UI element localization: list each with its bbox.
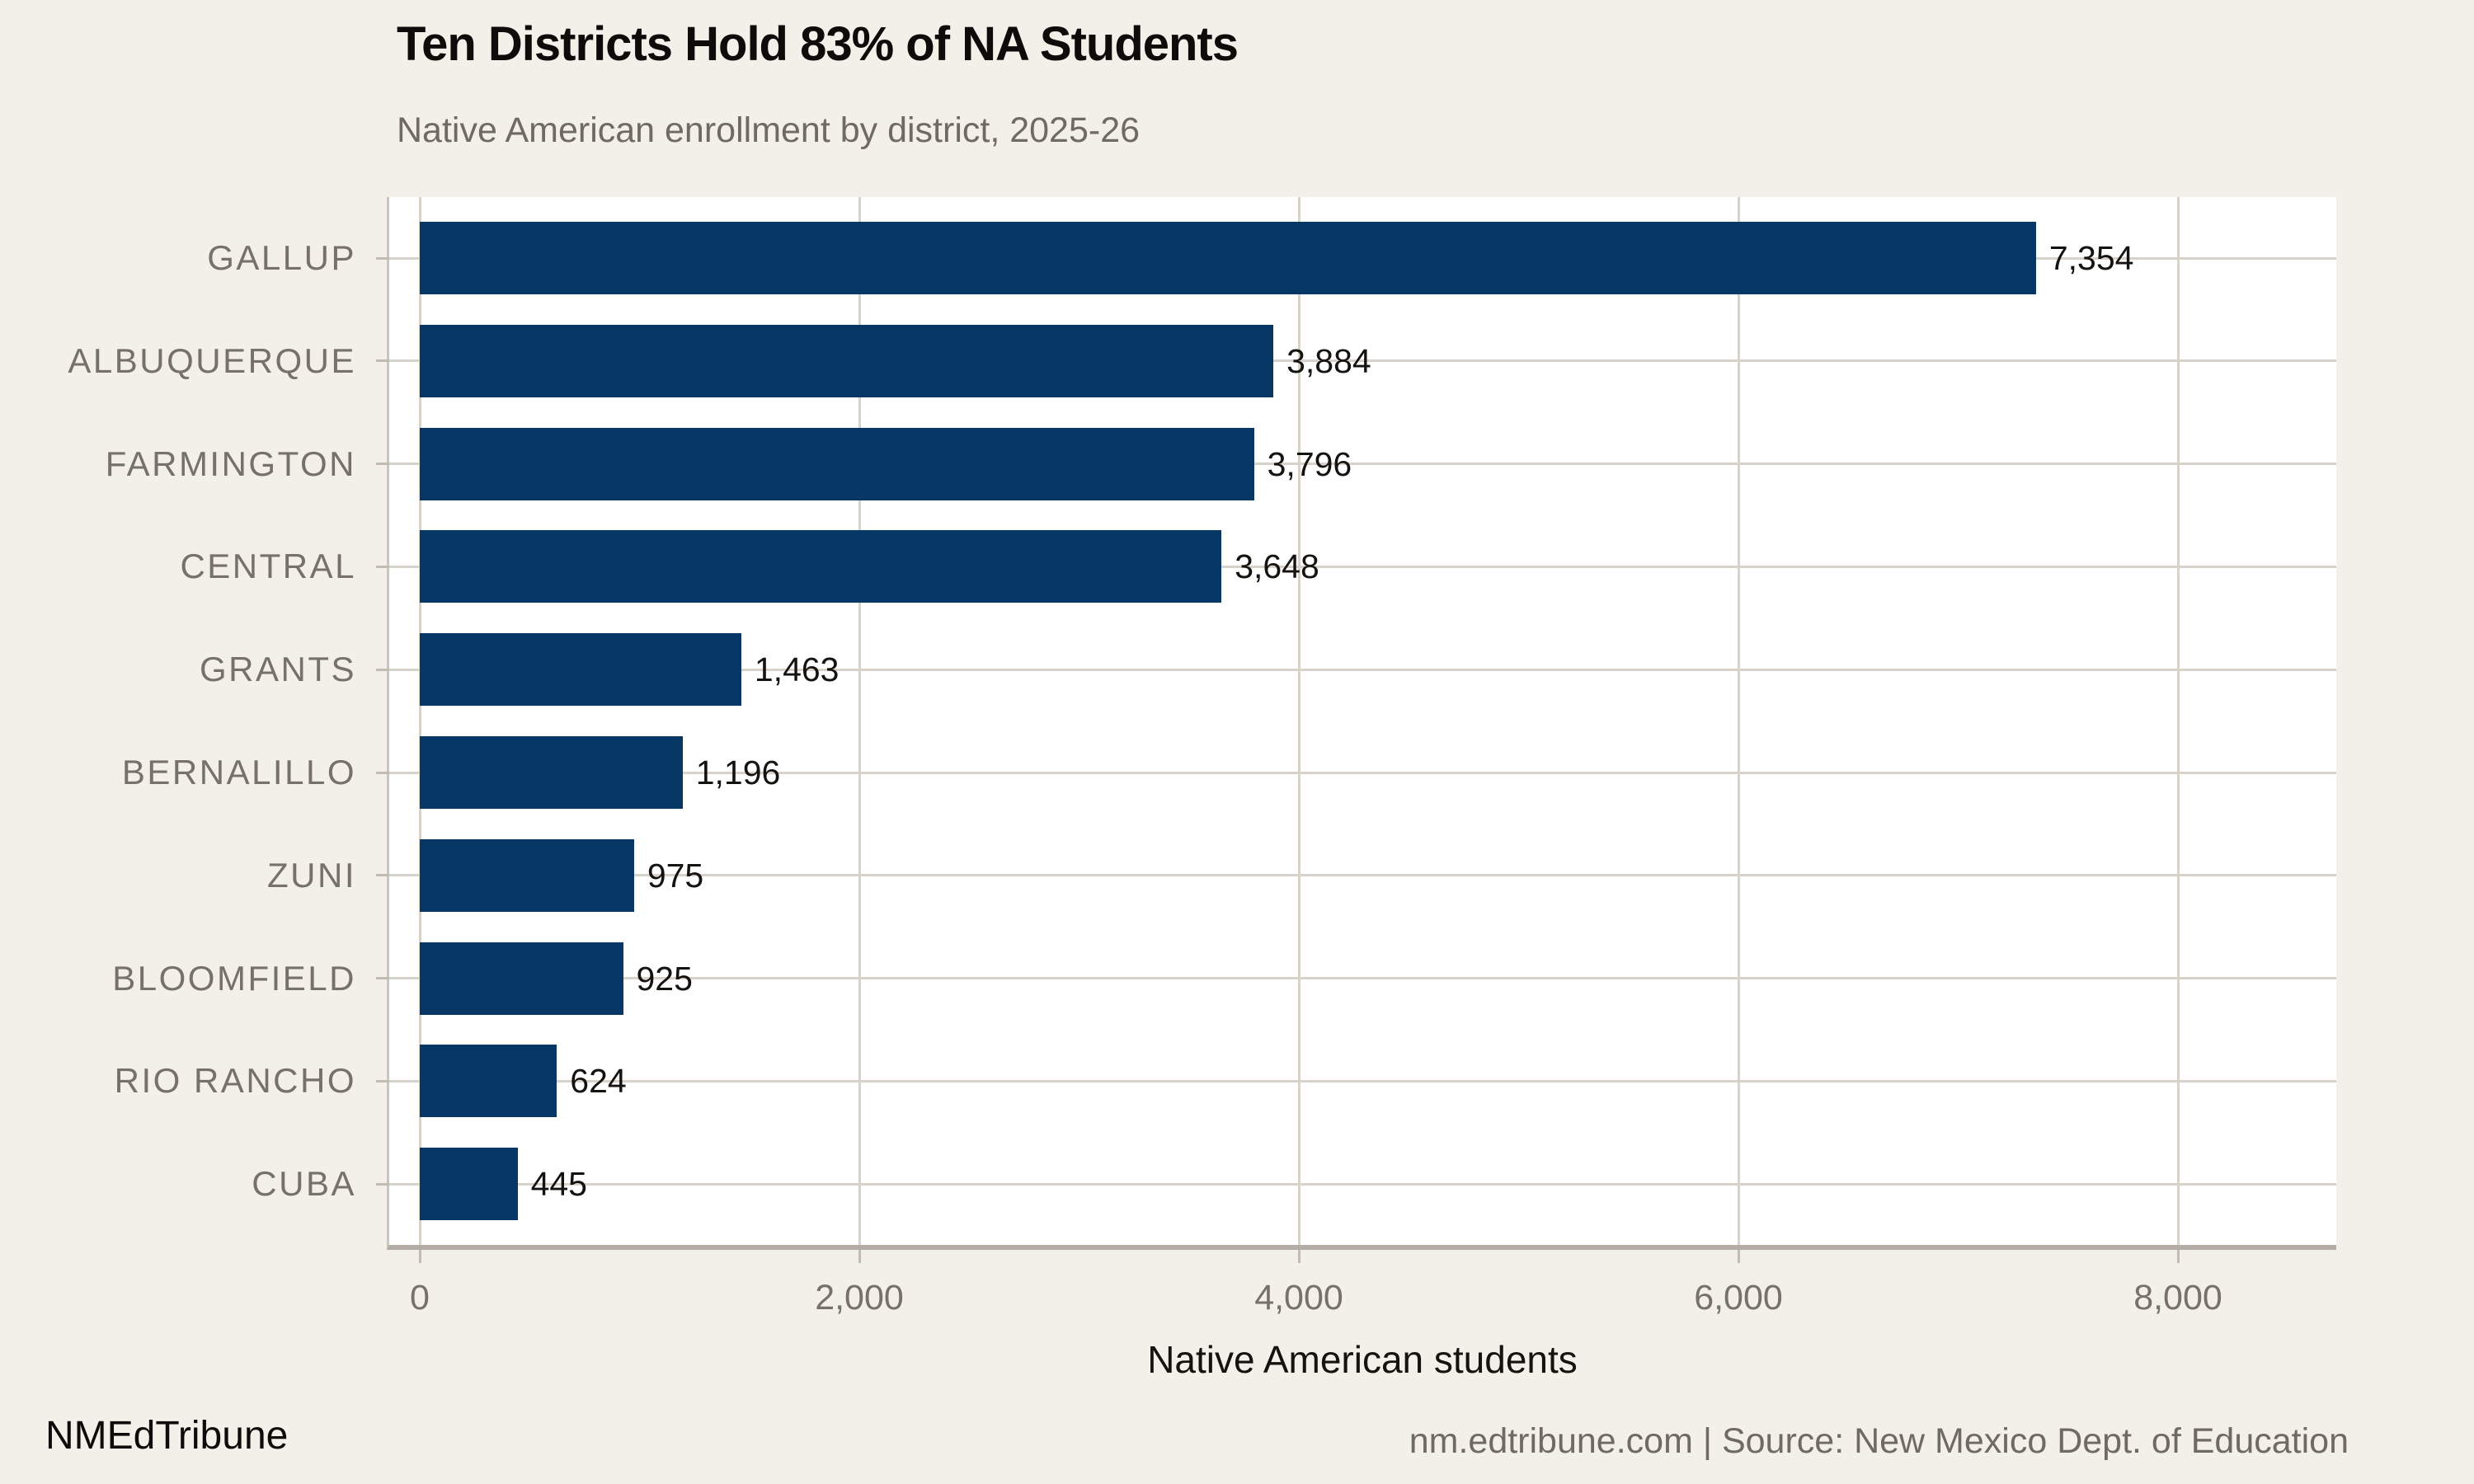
h-gridline xyxy=(389,359,2336,363)
h-gridline xyxy=(389,1079,2336,1082)
plot-area xyxy=(387,197,2336,1250)
y-axis-label: CUBA xyxy=(252,1164,356,1204)
x-tick-label: 6,000 xyxy=(1694,1278,1783,1317)
footer-brand: NMEdTribune xyxy=(45,1414,289,1458)
bar-value-label: 3,796 xyxy=(1267,444,1352,483)
y-axis-label: RIO RANCHO xyxy=(114,1061,356,1101)
v-gridline xyxy=(418,197,421,1245)
bar xyxy=(420,1045,557,1118)
x-tick-label: 2,000 xyxy=(815,1278,904,1317)
y-axis-label: GRANTS xyxy=(199,650,356,689)
bar-value-label: 624 xyxy=(570,1062,627,1101)
h-gridline xyxy=(389,874,2336,877)
bar xyxy=(420,324,1274,397)
bar-value-label: 1,463 xyxy=(754,650,840,689)
bar-value-label: 3,648 xyxy=(1235,547,1319,586)
bar-value-label: 3,884 xyxy=(1286,341,1371,380)
x-tick-label: 4,000 xyxy=(1254,1278,1343,1317)
v-gridline xyxy=(858,197,861,1245)
bar xyxy=(420,222,2036,294)
x-tick xyxy=(2176,1250,2180,1263)
footer-source: nm.edtribune.com | Source: New Mexico De… xyxy=(1409,1421,2349,1461)
y-axis-label: FARMINGTON xyxy=(105,444,356,483)
h-gridline xyxy=(389,1182,2336,1186)
bar-value-label: 1,196 xyxy=(695,754,781,791)
v-gridline xyxy=(1737,197,1740,1245)
h-gridline xyxy=(389,668,2336,671)
y-tick xyxy=(376,668,389,671)
bar-value-label: 975 xyxy=(647,856,704,895)
chart-title: Ten Districts Hold 83% of NA Students xyxy=(397,17,1239,71)
x-axis-title: Native American students xyxy=(1147,1338,1578,1381)
y-tick xyxy=(376,1182,389,1186)
h-gridline xyxy=(389,565,2336,568)
x-tick-label: 8,000 xyxy=(2133,1278,2222,1317)
bar xyxy=(420,736,683,809)
v-gridline xyxy=(1297,197,1300,1245)
y-tick xyxy=(376,977,389,980)
v-gridline xyxy=(2176,197,2180,1245)
y-tick xyxy=(376,256,389,260)
bar xyxy=(420,838,634,912)
y-tick xyxy=(376,359,389,363)
y-axis-label: BLOOMFIELD xyxy=(112,958,356,998)
y-tick xyxy=(376,463,389,466)
bar-value-label: 7,354 xyxy=(2048,239,2134,277)
y-axis-label: ZUNI xyxy=(267,855,356,895)
h-gridline xyxy=(389,977,2336,980)
x-tick xyxy=(418,1250,421,1263)
bar xyxy=(420,942,623,1015)
y-tick xyxy=(376,771,389,774)
y-axis-label: CENTRAL xyxy=(180,547,356,586)
bar xyxy=(420,427,1254,500)
bar-value-label: 445 xyxy=(530,1165,587,1204)
x-tick xyxy=(858,1250,861,1263)
y-axis-label: ALBUQUERQUE xyxy=(68,340,356,380)
bar-value-label: 925 xyxy=(636,959,693,998)
y-tick xyxy=(376,565,389,568)
bar xyxy=(420,1148,518,1221)
bar xyxy=(420,633,741,707)
chart-subtitle: Native American enrollment by district, … xyxy=(397,110,1141,150)
h-gridline xyxy=(389,463,2336,466)
x-tick xyxy=(1297,1250,1300,1263)
h-gridline xyxy=(389,771,2336,774)
y-axis-label: BERNALILLO xyxy=(121,753,356,791)
y-tick xyxy=(376,1079,389,1082)
x-tick xyxy=(1737,1250,1740,1263)
y-axis-label: GALLUP xyxy=(207,238,356,277)
bar xyxy=(420,530,1222,603)
x-tick-label: 0 xyxy=(410,1278,430,1317)
y-tick xyxy=(376,874,389,877)
